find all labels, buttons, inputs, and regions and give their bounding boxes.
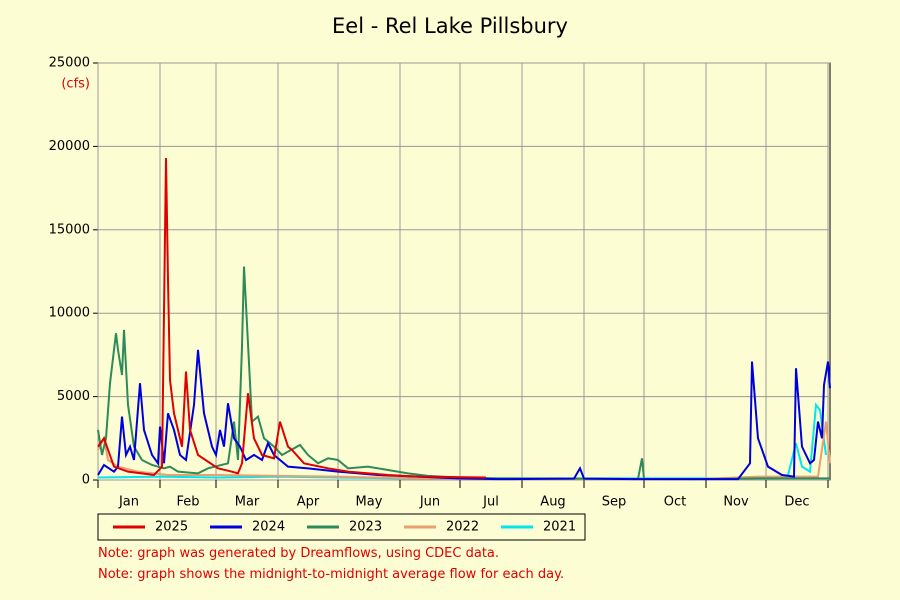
x-tick-label: Jun (419, 495, 440, 510)
note: Note: graph was generated by Dreamflows,… (98, 546, 499, 561)
legend-label: 2024 (252, 520, 285, 535)
x-tick-label: Mar (235, 495, 260, 510)
y-tick-label: 0 (82, 473, 90, 488)
series-line (97, 158, 487, 479)
x-tick-label: Jan (118, 495, 139, 510)
x-tick-label: May (356, 495, 383, 510)
y-unit: (cfs) (61, 77, 90, 92)
y-tick-label: 10000 (49, 306, 90, 321)
x-tick-label: Aug (540, 495, 565, 510)
y-tick-label: 25000 (49, 56, 90, 71)
x-tick-label: Nov (723, 495, 749, 510)
x-tick-label: Apr (297, 495, 320, 510)
y-tick-label: 5000 (57, 389, 90, 404)
x-tick-label: Feb (176, 495, 199, 510)
y-tick-label: 20000 (49, 139, 90, 154)
note: Note: graph shows the midnight-to-midnig… (98, 567, 564, 582)
legend-label: 2025 (155, 520, 188, 535)
series-line (97, 349, 831, 481)
x-tick-label: Sep (602, 495, 627, 510)
y-tick-label: 15000 (49, 222, 90, 237)
legend-box (97, 513, 586, 541)
legend-label: 2022 (446, 520, 479, 535)
legend-label: 2021 (543, 520, 576, 535)
chart-title: Eel - Rel Lake Pillsbury (332, 14, 568, 38)
x-tick-label: Dec (784, 495, 809, 510)
legend-label: 2023 (349, 520, 382, 535)
x-tick-label: Oct (664, 495, 686, 510)
x-tick-label: Jul (482, 495, 499, 510)
